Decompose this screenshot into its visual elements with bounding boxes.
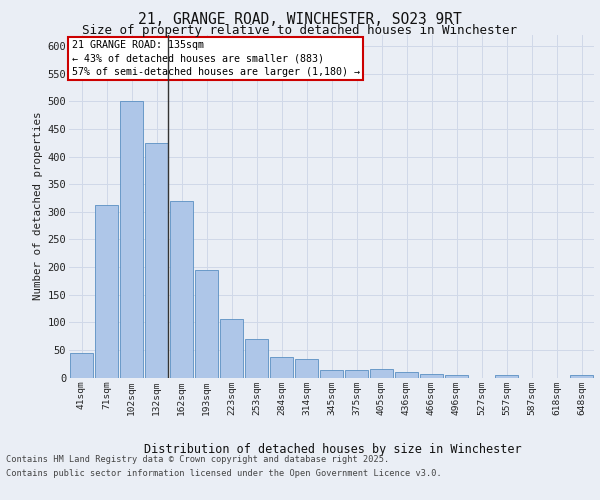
- Bar: [370, 369, 394, 378]
- Bar: [95, 205, 118, 378]
- Bar: [170, 200, 193, 378]
- Text: Size of property relative to detached houses in Winchester: Size of property relative to detached ho…: [83, 24, 517, 37]
- Bar: [295, 360, 319, 378]
- Bar: [145, 142, 169, 378]
- Bar: [569, 376, 593, 378]
- Bar: [419, 374, 443, 378]
- Text: Distribution of detached houses by size in Winchester: Distribution of detached houses by size …: [144, 442, 522, 456]
- Bar: [344, 370, 368, 378]
- Bar: [119, 102, 143, 378]
- Bar: [494, 376, 518, 378]
- Text: Contains public sector information licensed under the Open Government Licence v3: Contains public sector information licen…: [6, 468, 442, 477]
- Bar: [320, 370, 343, 378]
- Text: 21 GRANGE ROAD: 135sqm
← 43% of detached houses are smaller (883)
57% of semi-de: 21 GRANGE ROAD: 135sqm ← 43% of detached…: [71, 40, 359, 76]
- Bar: [194, 270, 218, 378]
- Bar: [445, 374, 469, 378]
- Bar: [245, 339, 268, 378]
- Bar: [395, 372, 418, 378]
- Bar: [220, 320, 244, 378]
- Text: 21, GRANGE ROAD, WINCHESTER, SO23 9RT: 21, GRANGE ROAD, WINCHESTER, SO23 9RT: [138, 12, 462, 28]
- Y-axis label: Number of detached properties: Number of detached properties: [34, 112, 43, 300]
- Bar: [70, 352, 94, 378]
- Text: Contains HM Land Registry data © Crown copyright and database right 2025.: Contains HM Land Registry data © Crown c…: [6, 455, 389, 464]
- Bar: [269, 356, 293, 378]
